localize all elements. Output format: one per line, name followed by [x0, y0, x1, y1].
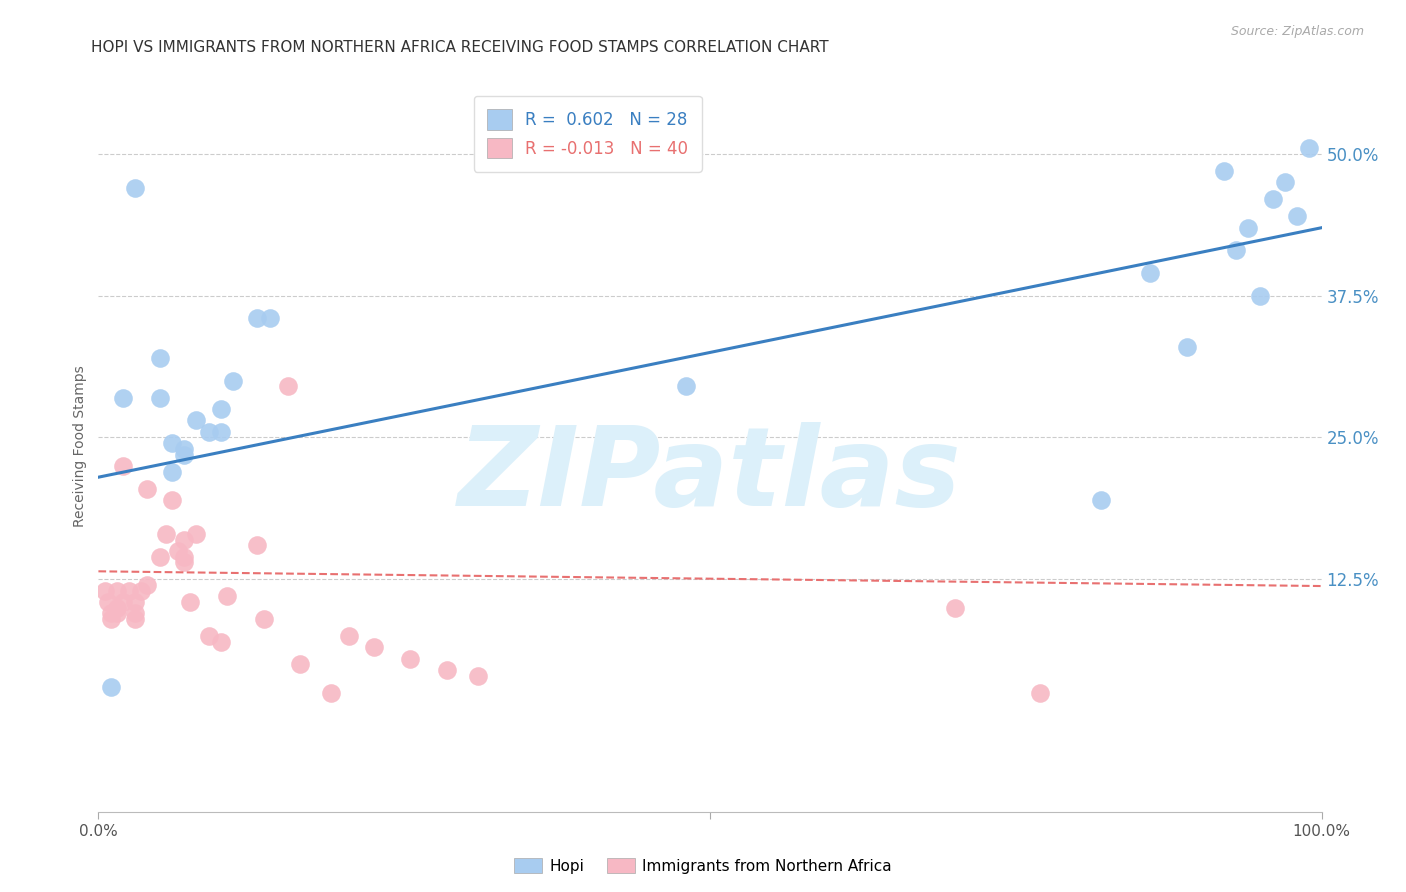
Point — [105, 607, 128, 621]
Point — [186, 527, 208, 541]
Point — [1175, 340, 1198, 354]
Text: ZIPatlas: ZIPatlas — [458, 422, 962, 529]
Text: Source: ZipAtlas.com: Source: ZipAtlas.com — [1230, 25, 1364, 38]
Point — [167, 544, 190, 558]
Point — [1029, 686, 1052, 700]
Point — [136, 482, 159, 496]
Text: HOPI VS IMMIGRANTS FROM NORTHERN AFRICA RECEIVING FOOD STAMPS CORRELATION CHART: HOPI VS IMMIGRANTS FROM NORTHERN AFRICA … — [91, 40, 830, 55]
Point — [1286, 210, 1309, 224]
Point — [155, 527, 177, 541]
Point — [1090, 492, 1112, 507]
Point — [93, 583, 115, 598]
Point — [1261, 192, 1284, 206]
Point — [111, 458, 134, 473]
Point — [259, 311, 281, 326]
Point — [124, 595, 146, 609]
Point — [1212, 164, 1234, 178]
Point — [173, 549, 195, 564]
Point — [1237, 220, 1260, 235]
Point — [436, 663, 458, 677]
Point — [467, 668, 489, 682]
Point — [149, 391, 172, 405]
Point — [111, 391, 134, 405]
Point — [105, 583, 128, 598]
Point — [160, 465, 183, 479]
Point — [290, 657, 312, 672]
Point — [124, 181, 146, 195]
Y-axis label: Receiving Food Stamps: Receiving Food Stamps — [73, 365, 87, 527]
Point — [173, 555, 195, 569]
Point — [105, 600, 128, 615]
Point — [173, 533, 195, 547]
Point — [943, 600, 966, 615]
Point — [197, 629, 219, 643]
Point — [209, 402, 232, 417]
Point — [179, 595, 201, 609]
Point — [118, 583, 141, 598]
Point — [363, 640, 385, 655]
Point — [149, 351, 172, 365]
Point — [173, 448, 195, 462]
Point — [319, 686, 342, 700]
Point — [173, 442, 195, 456]
Point — [1298, 141, 1320, 155]
Legend: R =  0.602   N = 28, R = -0.013   N = 40: R = 0.602 N = 28, R = -0.013 N = 40 — [474, 96, 702, 171]
Point — [160, 492, 183, 507]
Point — [246, 311, 269, 326]
Point — [129, 583, 152, 598]
Point — [252, 612, 274, 626]
Point — [215, 589, 238, 603]
Point — [1139, 266, 1161, 280]
Point — [337, 629, 360, 643]
Point — [1225, 244, 1247, 258]
Legend: Hopi, Immigrants from Northern Africa: Hopi, Immigrants from Northern Africa — [508, 852, 898, 880]
Point — [209, 425, 232, 439]
Point — [111, 595, 134, 609]
Point — [277, 379, 299, 393]
Point — [197, 425, 219, 439]
Point — [100, 607, 122, 621]
Point — [1274, 175, 1296, 189]
Point — [246, 538, 269, 552]
Point — [136, 578, 159, 592]
Point — [100, 680, 122, 694]
Point — [160, 436, 183, 450]
Point — [124, 607, 146, 621]
Point — [222, 374, 245, 388]
Point — [1249, 289, 1271, 303]
Point — [149, 549, 172, 564]
Point — [100, 612, 122, 626]
Point — [186, 413, 208, 427]
Point — [209, 634, 232, 648]
Point — [97, 595, 120, 609]
Point — [399, 651, 422, 665]
Point — [124, 612, 146, 626]
Point — [675, 379, 697, 393]
